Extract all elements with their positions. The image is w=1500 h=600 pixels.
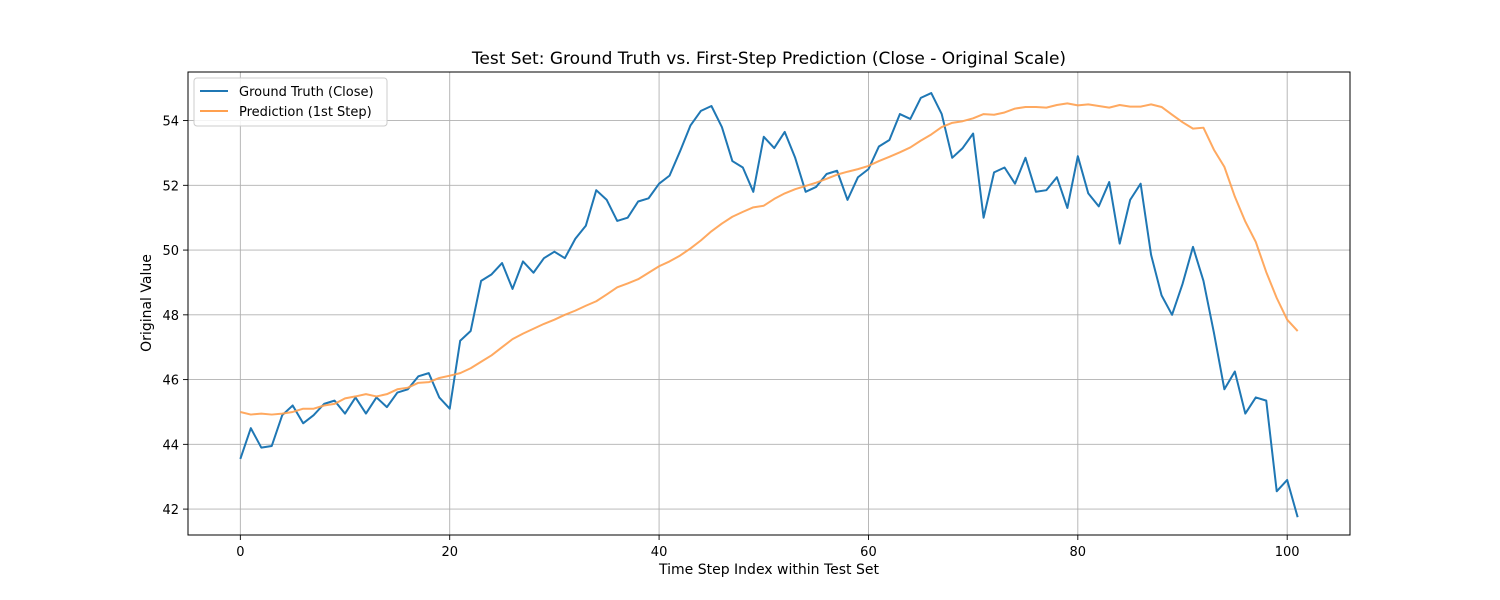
x-axis-label: Time Step Index within Test Set — [658, 562, 879, 578]
legend-label-ground-truth: Ground Truth (Close) — [239, 85, 374, 100]
x-tick-label: 20 — [441, 545, 458, 560]
y-tick-label: 48 — [162, 309, 179, 324]
series-line-prediction — [240, 102, 1299, 416]
x-tick-label: 0 — [236, 545, 244, 560]
series-line-ground-truth — [239, 92, 1299, 518]
legend-box — [193, 77, 388, 127]
x-tick-label: 40 — [651, 545, 668, 560]
plot-frame — [187, 71, 1351, 536]
y-tick-label: 42 — [162, 503, 179, 518]
axis-ticks: 0 20 40 60 80 100 42 44 46 48 50 52 54 — [162, 115, 1299, 560]
y-tick-label: 52 — [162, 179, 179, 194]
x-tick-label: 60 — [860, 545, 877, 560]
y-tick-label: 54 — [162, 115, 179, 130]
y-axis-label: Original Value — [139, 254, 155, 352]
y-tick-label: 50 — [162, 244, 179, 259]
grid — [188, 72, 1350, 535]
x-tick-label: 100 — [1275, 545, 1300, 560]
legend-label-prediction: Prediction (1st Step) — [239, 105, 372, 120]
y-tick-label: 44 — [162, 438, 179, 453]
legend: Ground Truth (Close) Prediction (1st Ste… — [193, 77, 388, 127]
x-tick-label: 80 — [1070, 545, 1087, 560]
series-lines — [239, 92, 1299, 518]
chart-title: Test Set: Ground Truth vs. First-Step Pr… — [471, 49, 1066, 69]
y-tick-label: 46 — [162, 374, 179, 389]
